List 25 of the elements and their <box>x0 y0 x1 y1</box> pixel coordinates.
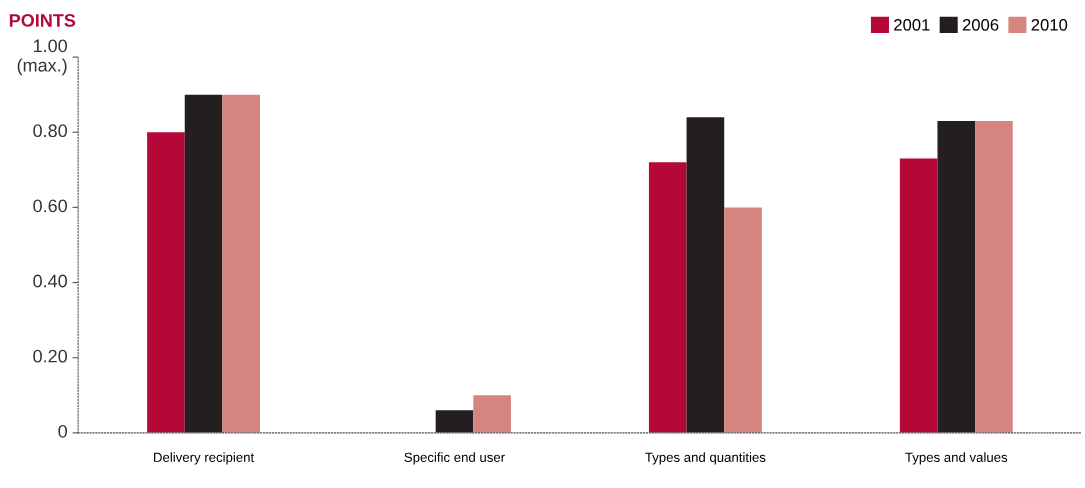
legend-label: 2006 <box>962 18 999 31</box>
x-tick-label: Types and values <box>905 452 1008 465</box>
bar <box>648 162 687 433</box>
x-tick-label: Types and quantities <box>645 452 766 465</box>
y-tick-label: 0.40 <box>33 274 67 288</box>
legend-label: 2010 <box>1031 18 1068 31</box>
bar <box>435 410 474 433</box>
legend-label: 2001 <box>894 18 930 31</box>
bar <box>899 158 938 433</box>
y-tick-label: 0.60 <box>33 199 67 213</box>
x-tick-label: Delivery recipient <box>154 452 255 465</box>
y-tick-label: 0.20 <box>33 349 67 363</box>
bar <box>222 94 261 433</box>
x-tick-label: Specific end user <box>404 452 505 465</box>
y-tick-label: 1.00 (max.) <box>17 39 67 76</box>
y-tick-label: 0 <box>58 424 67 438</box>
y-tick-label: 0.80 <box>33 124 67 138</box>
chart-title: POINTS <box>9 14 76 27</box>
bar <box>724 207 762 433</box>
bar <box>184 94 223 433</box>
bar <box>975 120 1013 433</box>
bar <box>937 120 976 433</box>
bar <box>147 132 185 433</box>
bar <box>473 395 511 433</box>
bar <box>686 117 725 433</box>
